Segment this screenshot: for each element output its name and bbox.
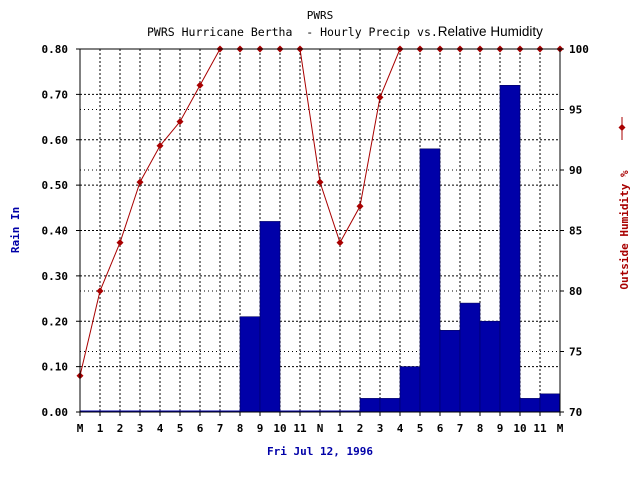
y2-tick-label: 70	[569, 406, 582, 419]
x-tick-label: 9	[257, 422, 264, 435]
y2-axis-label: Outside Humidity %	[618, 170, 631, 290]
y2-tick-label: 90	[569, 164, 582, 177]
precip-bar	[539, 393, 561, 413]
y-tick-label: 0.50	[42, 179, 69, 192]
humidity-point	[156, 142, 164, 150]
y-tick-label: 0.60	[42, 134, 69, 147]
x-tick-label: 1	[97, 422, 104, 435]
x-tick-label: 8	[237, 422, 244, 435]
chart-title: PWRS Hurricane Bertha - Hourly Precip vs…	[147, 24, 543, 39]
humidity-point	[356, 202, 364, 210]
y2-tick-label: 80	[569, 285, 582, 298]
x-tick-label: N	[317, 422, 324, 435]
y2-tick-label: 85	[569, 225, 582, 238]
y2-tick-label: 75	[569, 346, 582, 359]
precip-bar	[379, 398, 401, 413]
y2-tick-label: 100	[569, 43, 589, 56]
humidity-point	[336, 239, 344, 247]
x-tick-label: M	[77, 422, 84, 435]
chart-title-prefix: PWRS Hurricane Bertha - Hourly Precip vs…	[147, 25, 438, 39]
precip-bar	[439, 330, 461, 413]
x-tick-label: 3	[137, 422, 144, 435]
y-tick-label: 0.40	[42, 225, 69, 238]
precip-bar	[419, 148, 441, 413]
y-tick-label: 0.00	[42, 406, 69, 419]
x-tick-label: M	[557, 422, 564, 435]
y-axis-label: Rain In	[9, 207, 22, 253]
humidity-point	[196, 81, 204, 89]
precip-bar	[459, 302, 481, 413]
grid-layer	[80, 49, 560, 412]
x-tick-label: 9	[497, 422, 504, 435]
x-tick-label: 3	[377, 422, 384, 435]
legend	[618, 117, 626, 140]
axis-layer: 0.000.100.200.300.400.500.600.700.807075…	[42, 43, 589, 435]
x-tick-label: 6	[437, 422, 444, 435]
humidity-point	[176, 118, 184, 126]
bars-layer	[80, 85, 561, 413]
x-tick-label: 2	[357, 422, 364, 435]
y-tick-label: 0.70	[42, 88, 69, 101]
humidity-point	[96, 287, 104, 295]
humidity-point	[316, 178, 324, 186]
x-axis-label: Fri Jul 12, 1996	[267, 445, 373, 458]
x-tick-label: 10	[273, 422, 286, 435]
x-tick-label: 11	[533, 422, 547, 435]
precip-bar	[399, 366, 421, 413]
y-tick-label: 0.30	[42, 270, 69, 283]
precip-bar	[259, 221, 281, 413]
x-tick-label: 2	[117, 422, 124, 435]
precip-bar	[519, 398, 541, 413]
y-tick-label: 0.80	[42, 43, 69, 56]
precip-bar	[499, 85, 521, 413]
x-tick-label: 4	[157, 422, 164, 435]
x-tick-label: 7	[457, 422, 464, 435]
x-tick-label: 11	[293, 422, 307, 435]
humidity-point	[136, 178, 144, 186]
x-tick-label: 8	[477, 422, 484, 435]
precip-bar	[359, 398, 381, 413]
x-tick-label: 5	[177, 422, 184, 435]
humidity-point	[376, 93, 384, 101]
legend-diamond-marker	[618, 124, 626, 131]
precip-bar	[479, 320, 501, 413]
chart-header: PWRS	[307, 9, 334, 22]
y-tick-label: 0.20	[42, 315, 69, 328]
humidity-point	[116, 239, 124, 247]
x-tick-label: 5	[417, 422, 424, 435]
x-tick-label: 1	[337, 422, 344, 435]
x-tick-label: 4	[397, 422, 404, 435]
chart-title-suffix: Relative Humidity	[438, 24, 543, 39]
precip-bar	[239, 316, 261, 413]
y-tick-label: 0.10	[42, 361, 69, 374]
y2-tick-label: 95	[569, 104, 582, 117]
x-tick-label: 7	[217, 422, 224, 435]
x-tick-label: 6	[197, 422, 204, 435]
x-tick-label: 10	[513, 422, 526, 435]
